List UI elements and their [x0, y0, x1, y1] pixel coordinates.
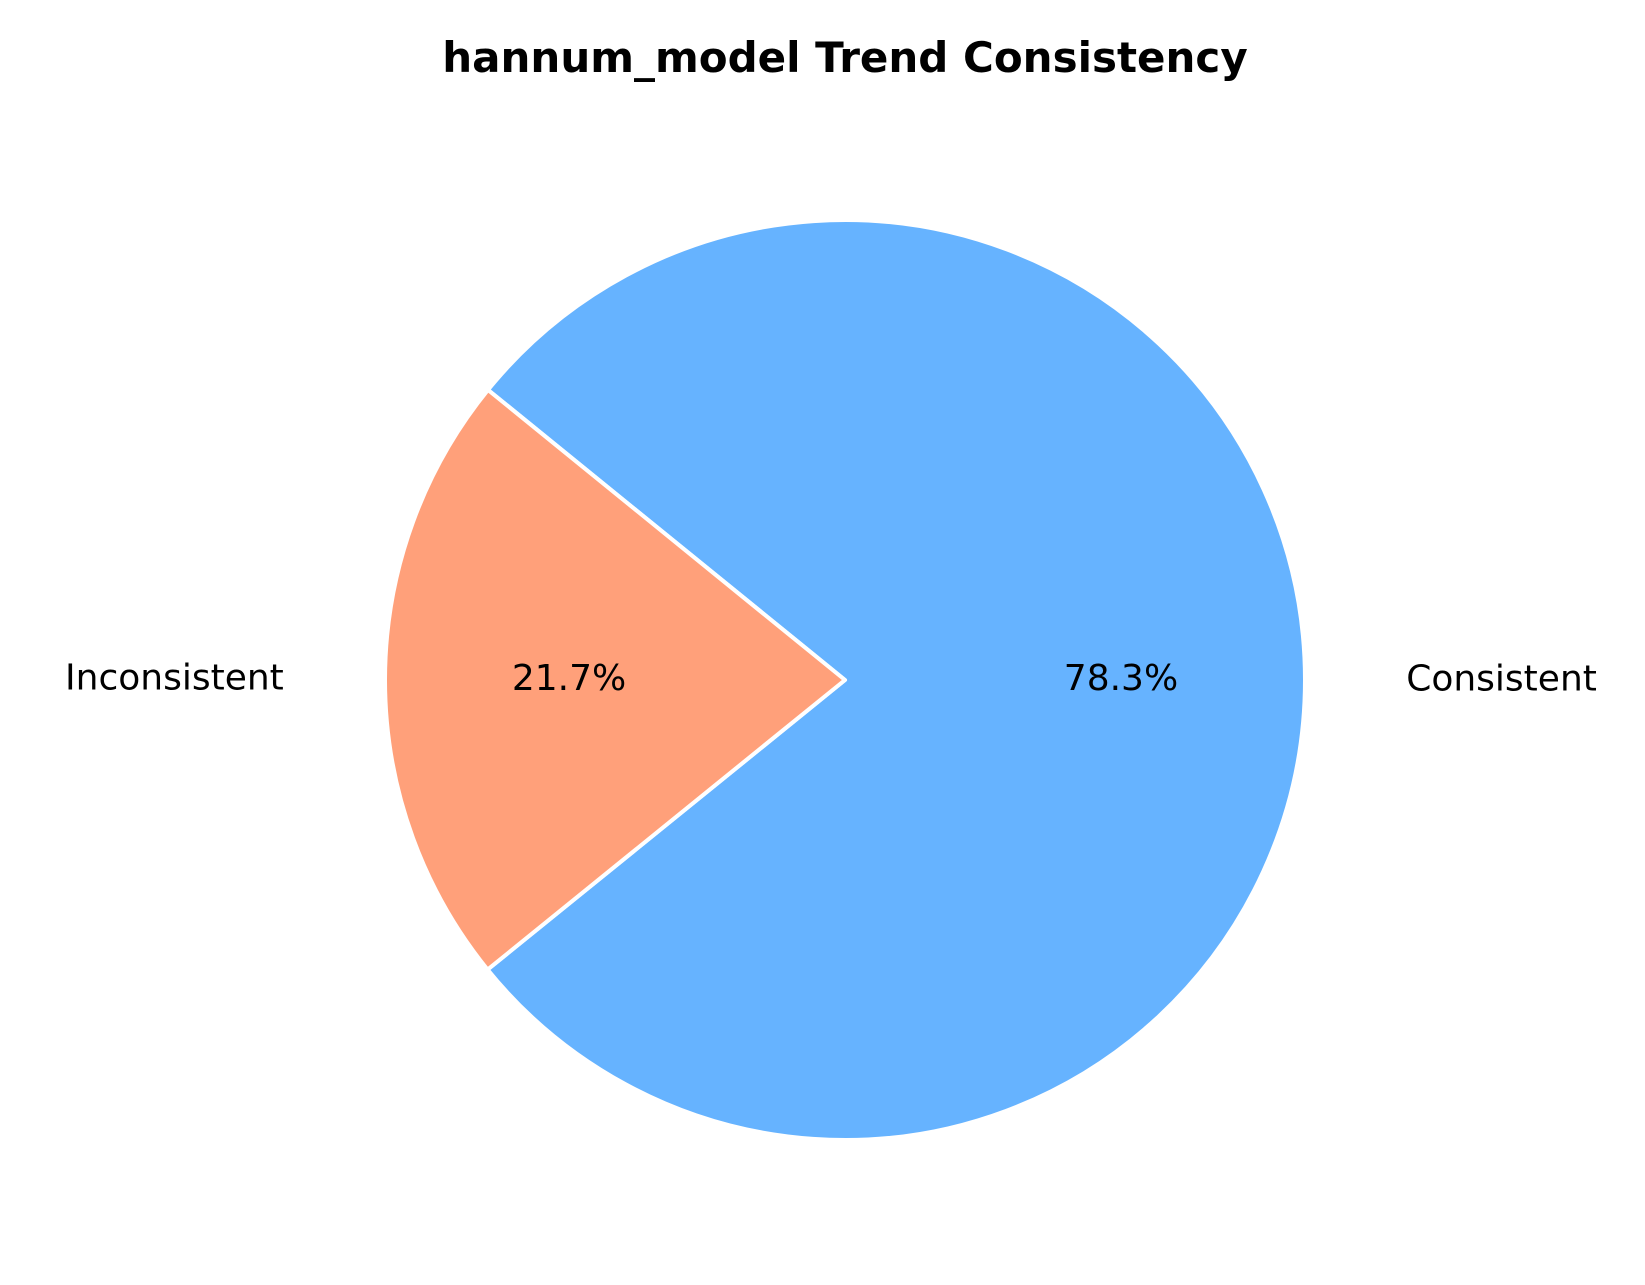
pie-slice-consistent	[485, 218, 1307, 1142]
pct-label-inconsistent: 21.7%	[512, 658, 626, 699]
slice-label-consistent: Consistent	[1406, 658, 1597, 699]
pie-slice-inconsistent	[383, 387, 847, 972]
pie-labels: Consistent 78.3% Inconsistent 21.7%	[65, 658, 1597, 700]
slice-label-inconsistent: Inconsistent	[65, 658, 284, 699]
pie-slices	[383, 218, 1307, 1142]
pct-label-consistent: 78.3%	[1064, 658, 1178, 699]
chart-title: hannum_model Trend Consistency	[442, 33, 1247, 82]
